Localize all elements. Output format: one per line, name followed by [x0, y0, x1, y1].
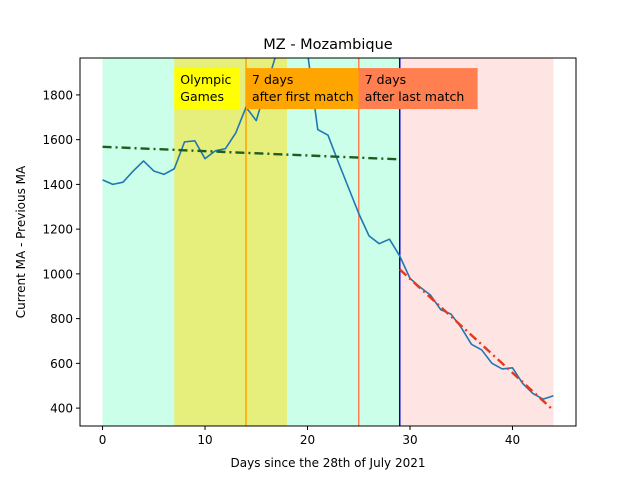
y-tick-label-7: 1800 [42, 88, 73, 102]
x-tick-label-1: 10 [197, 433, 212, 447]
annotation-text-0-0: Olympic [180, 72, 231, 87]
x-tick-label-4: 40 [505, 433, 520, 447]
y-tick-label-0: 400 [50, 402, 73, 416]
y-tick-label-4: 1200 [42, 223, 73, 237]
y-tick-label-5: 1400 [42, 178, 73, 192]
y-tick-label-6: 1600 [42, 133, 73, 147]
annotation-text-2-1: after last match [365, 89, 465, 104]
x-tick-label-2: 20 [300, 433, 315, 447]
series-line-1 [102, 145, 400, 161]
shaded-region-1 [174, 58, 288, 426]
annotation-box-0 [174, 68, 240, 110]
event-lines [245, 58, 401, 426]
y-tick-label-1: 600 [50, 357, 73, 371]
plot-frame [79, 57, 577, 427]
shaded-region-2 [399, 58, 554, 426]
y-axis-label: Current MA - Previous MA [14, 165, 28, 318]
annotation-text-0-1: Games [180, 89, 224, 104]
annotation-text-1-0: 7 days [252, 72, 293, 87]
shaded-regions [102, 58, 554, 426]
annotation-box-2 [358, 68, 478, 110]
series-line-0 [102, 58, 554, 400]
annotation-text-2-0: 7 days [365, 72, 406, 87]
y-axis-ticks: 400 600 800 1000 1200 1400 1600 1800 [42, 88, 80, 416]
x-tick-label-3: 30 [402, 433, 417, 447]
data-series [102, 58, 555, 412]
x-axis-label: Days since the 28th of July 2021 [231, 456, 426, 470]
annotation-boxes: Olympic Games 7 days after first match 7 day… [174, 68, 478, 110]
y-tick-label-2: 800 [50, 312, 73, 326]
chart-title: MZ - Mozambique [263, 37, 393, 53]
annotation-box-1 [246, 68, 359, 110]
x-tick-label-0: 0 [99, 433, 107, 447]
series-line-2 [398, 268, 555, 412]
y-tick-label-3: 1000 [42, 267, 73, 281]
annotation-text-1-1: after first match [252, 89, 353, 104]
x-axis-ticks: 0 10 20 30 40 [99, 426, 520, 447]
